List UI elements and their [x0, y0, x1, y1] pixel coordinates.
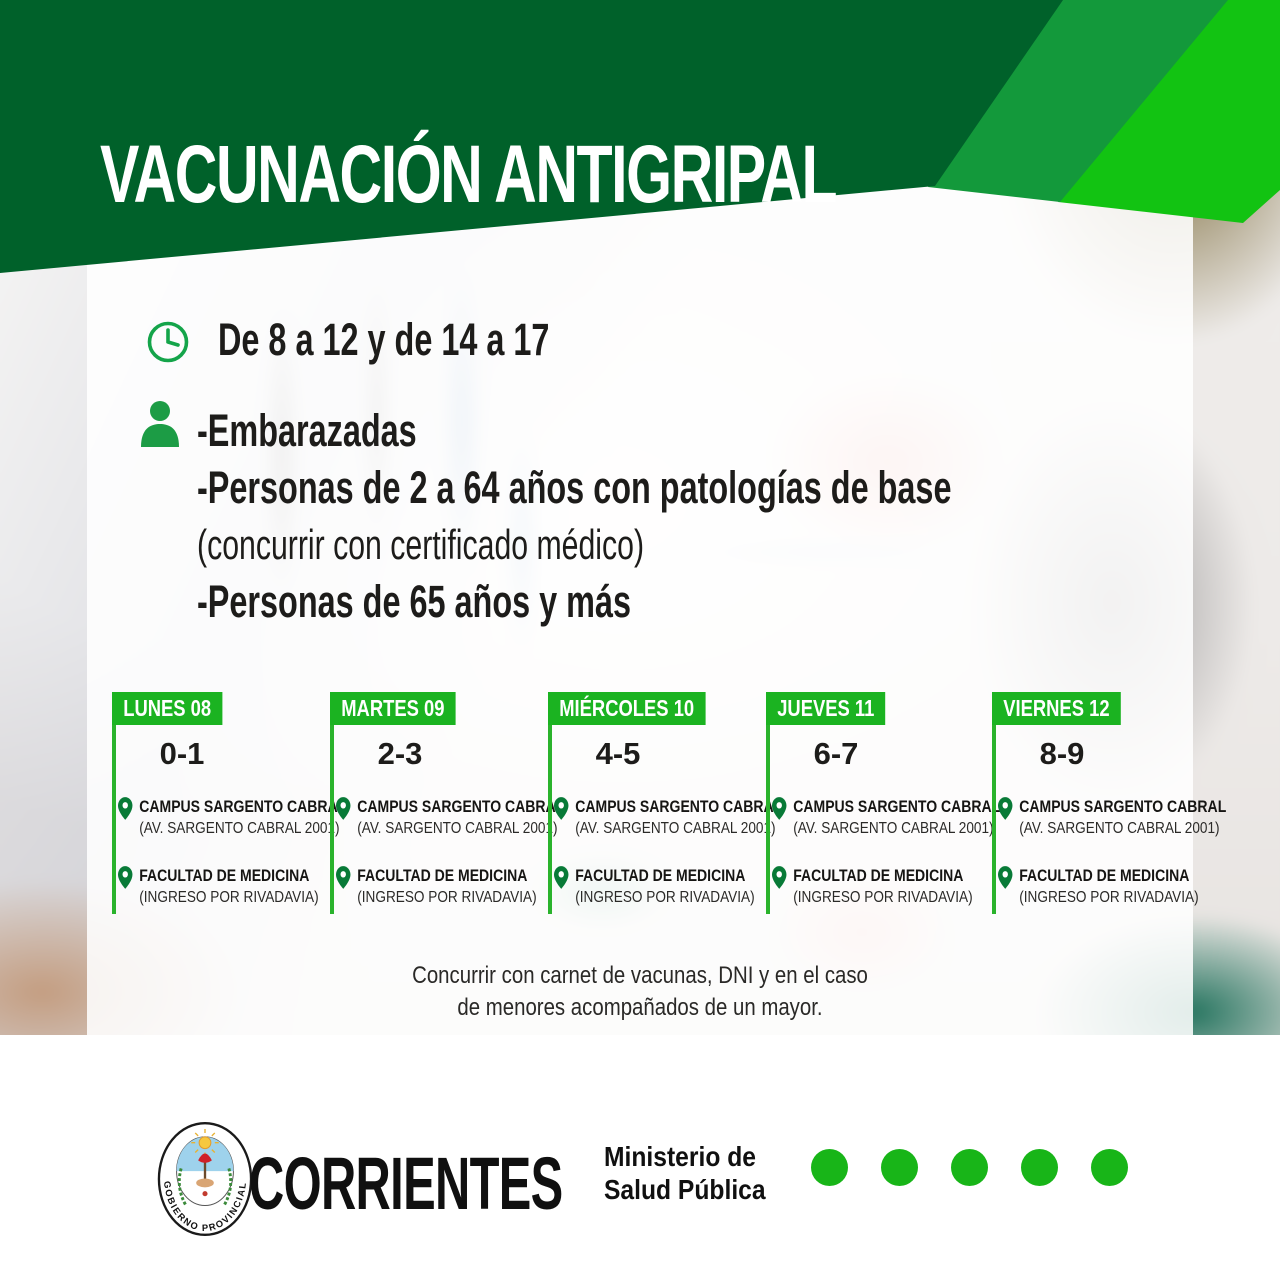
location-item: FACULTAD DE MEDICINA (INGRESO POR RIVADA…: [772, 865, 985, 909]
day-column-miercoles: MIÉRCOLES 10 4-5 CAMPUS SARGENTO CABRAL …: [548, 692, 782, 922]
dni-range: 4-5: [595, 736, 641, 771]
green-dot: [1091, 1149, 1128, 1186]
location-name: CAMPUS SARGENTO CABRAL: [1019, 798, 1227, 816]
location-name: FACULTAD DE MEDICINA: [793, 867, 964, 885]
audience-line: -Embarazadas: [197, 405, 417, 456]
audience-line: -Personas de 65 años y más: [197, 576, 632, 627]
location-name: CAMPUS SARGENTO CABRAL: [793, 798, 1001, 816]
location-name: CAMPUS SARGENTO CABRAL: [357, 798, 565, 816]
map-pin-icon: [118, 797, 133, 820]
ministry-label: Ministerio de Salud Pública: [604, 1140, 766, 1206]
location-detail: (INGRESO POR RIVADAVIA): [139, 889, 319, 906]
location-item: FACULTAD DE MEDICINA (INGRESO POR RIVADA…: [998, 865, 1211, 909]
dni-range: 6-7: [813, 736, 859, 771]
map-pin-icon: [554, 866, 569, 889]
location-detail: (AV. SARGENTO CABRAL 2001): [1019, 820, 1220, 837]
note: Concurrir con carnet de vacunas, DNI y e…: [385, 960, 895, 1024]
location-item: CAMPUS SARGENTO CABRAL (AV. SARGENTO CAB…: [998, 796, 1227, 840]
poster-title: VACUNACIÓN ANTIGRIPAL: [100, 128, 838, 220]
location-detail: (AV. SARGENTO CABRAL 2001): [575, 820, 776, 837]
day-column-viernes: VIERNES 12 8-9 CAMPUS SARGENTO CABRAL (A…: [992, 692, 1226, 922]
day-column-lunes: LUNES 08 0-1 CAMPUS SARGENTO CABRAL (AV.…: [112, 692, 346, 922]
location-item: FACULTAD DE MEDICINA (INGRESO POR RIVADA…: [554, 865, 767, 909]
location-detail: (INGRESO POR RIVADAVIA): [357, 889, 537, 906]
location-detail: (AV. SARGENTO CABRAL 2001): [357, 820, 558, 837]
location-name: FACULTAD DE MEDICINA: [357, 867, 528, 885]
day-header: MIÉRCOLES 10: [548, 692, 706, 725]
map-pin-icon: [554, 797, 569, 820]
location-item: CAMPUS SARGENTO CABRAL (AV. SARGENTO CAB…: [772, 796, 1001, 840]
footer: GOBIERNO PROVINCIAL CORRIENTES Ministeri…: [0, 1035, 1280, 1280]
location-item: FACULTAD DE MEDICINA (INGRESO POR RIVADA…: [336, 865, 549, 909]
map-pin-icon: [336, 797, 351, 820]
schedule-time: De 8 a 12 y de 14 a 17: [218, 314, 550, 365]
day-header: VIERNES 12: [992, 692, 1121, 725]
location-item: CAMPUS SARGENTO CABRAL (AV. SARGENTO CAB…: [554, 796, 783, 840]
location-detail: (INGRESO POR RIVADAVIA): [793, 889, 973, 906]
day-column-jueves: JUEVES 11 6-7 CAMPUS SARGENTO CABRAL (AV…: [766, 692, 1000, 922]
audience-line: -Personas de 2 a 64 años con patologías …: [197, 462, 952, 513]
locations: CAMPUS SARGENTO CABRAL (AV. SARGENTO CAB…: [554, 796, 783, 934]
locations: CAMPUS SARGENTO CABRAL (AV. SARGENTO CAB…: [336, 796, 565, 934]
green-dot: [811, 1149, 848, 1186]
location-name: FACULTAD DE MEDICINA: [575, 867, 746, 885]
ministry-line: Salud Pública: [604, 1174, 766, 1205]
map-pin-icon: [998, 866, 1013, 889]
provincial-coat-of-arms: GOBIERNO PROVINCIAL: [157, 1121, 253, 1237]
location-detail: (AV. SARGENTO CABRAL 2001): [793, 820, 994, 837]
day-divider: [548, 725, 552, 914]
map-pin-icon: [998, 797, 1013, 820]
location-detail: (INGRESO POR RIVADAVIA): [1019, 889, 1199, 906]
green-dot: [951, 1149, 988, 1186]
note-line: Concurrir con carnet de vacunas, DNI y e…: [412, 962, 868, 989]
day-divider: [766, 725, 770, 914]
audience-list: -Embarazadas -Personas de 2 a 64 años co…: [197, 402, 951, 630]
location-name: FACULTAD DE MEDICINA: [1019, 867, 1190, 885]
green-dot: [881, 1149, 918, 1186]
day-header: MARTES 09: [330, 692, 456, 725]
ministry-line: Ministerio de: [604, 1141, 756, 1172]
dni-range: 0-1: [159, 736, 205, 771]
map-pin-icon: [772, 866, 787, 889]
day-column-martes: MARTES 09 2-3 CAMPUS SARGENTO CABRAL (AV…: [330, 692, 564, 922]
audience-line: (concurrir con certificado médico): [197, 521, 645, 568]
day-divider: [330, 725, 334, 914]
map-pin-icon: [336, 866, 351, 889]
location-detail: (INGRESO POR RIVADAVIA): [575, 889, 755, 906]
locations: CAMPUS SARGENTO CABRAL (AV. SARGENTO CAB…: [118, 796, 347, 934]
person-icon: [141, 401, 179, 447]
dni-range: 2-3: [377, 736, 423, 771]
map-pin-icon: [118, 866, 133, 889]
locations: CAMPUS SARGENTO CABRAL (AV. SARGENTO CAB…: [998, 796, 1227, 934]
location-name: CAMPUS SARGENTO CABRAL: [139, 798, 347, 816]
day-divider: [992, 725, 996, 914]
location-item: FACULTAD DE MEDICINA (INGRESO POR RIVADA…: [118, 865, 331, 909]
map-pin-icon: [772, 797, 787, 820]
footer-dots: [811, 1149, 1128, 1186]
day-divider: [112, 725, 116, 914]
green-dot: [1021, 1149, 1058, 1186]
note-line: de menores acompañados de un mayor.: [457, 994, 823, 1021]
day-header: JUEVES 11: [766, 692, 886, 725]
dni-range: 8-9: [1039, 736, 1085, 771]
brand-wordmark: CORRIENTES: [249, 1142, 563, 1225]
clock-icon: [147, 321, 189, 363]
location-item: CAMPUS SARGENTO CABRAL (AV. SARGENTO CAB…: [336, 796, 565, 840]
location-detail: (AV. SARGENTO CABRAL 2001): [139, 820, 340, 837]
location-name: FACULTAD DE MEDICINA: [139, 867, 310, 885]
location-name: CAMPUS SARGENTO CABRAL: [575, 798, 783, 816]
day-header: LUNES 08: [112, 692, 223, 725]
location-item: CAMPUS SARGENTO CABRAL (AV. SARGENTO CAB…: [118, 796, 347, 840]
locations: CAMPUS SARGENTO CABRAL (AV. SARGENTO CAB…: [772, 796, 1001, 934]
